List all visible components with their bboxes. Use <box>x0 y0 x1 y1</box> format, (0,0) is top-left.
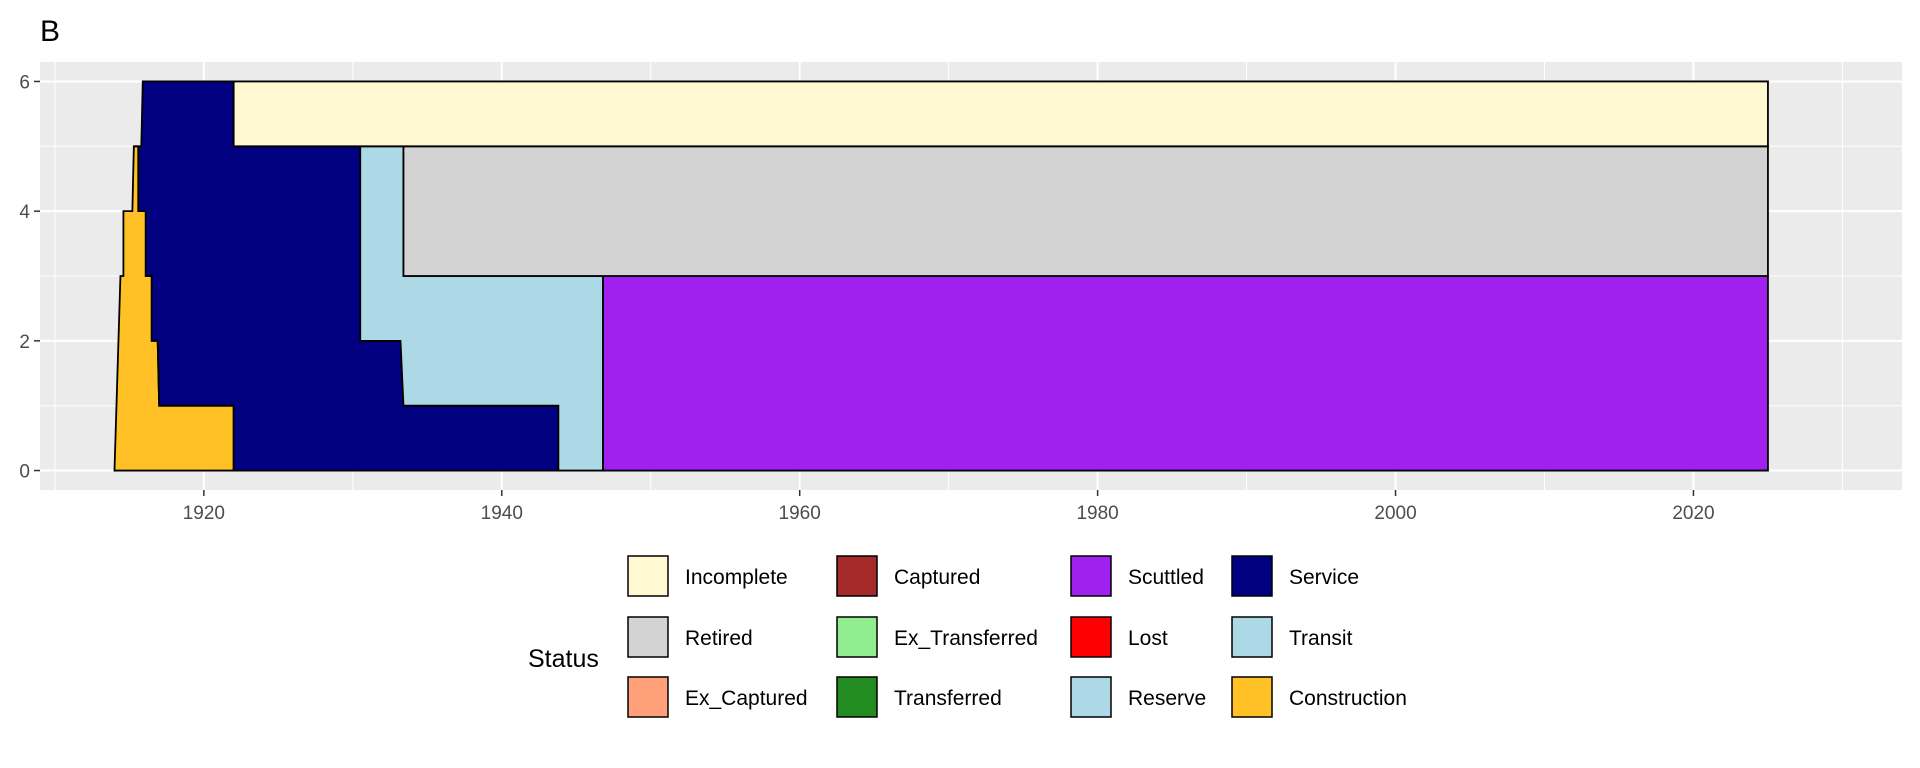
legend-label: Reserve <box>1128 687 1206 710</box>
legend-key-retired <box>627 616 669 658</box>
legend-label: Scuttled <box>1128 566 1204 589</box>
legend-label: Retired <box>685 627 753 650</box>
legend-label: Captured <box>894 566 980 589</box>
legend-title: Status <box>528 645 599 673</box>
legend-label: Ex_Captured <box>685 687 808 710</box>
legend-label: Ex_Transferred <box>894 627 1038 650</box>
y-tick-label: 6 <box>19 72 30 93</box>
legend-key-service <box>1231 555 1273 597</box>
x-tick-label: 1940 <box>481 503 523 524</box>
x-tick-label: 2020 <box>1672 503 1714 524</box>
legend-key-scuttled <box>1070 555 1112 597</box>
legend-key-lost <box>1070 616 1112 658</box>
legend-key-reserve <box>1070 676 1112 718</box>
y-axis: 0 2 4 6 <box>19 72 40 483</box>
legend-label: Construction <box>1289 687 1407 710</box>
panel-tag: B <box>40 15 60 48</box>
legend-key-captured <box>836 555 878 597</box>
y-tick-label: 4 <box>19 202 30 223</box>
y-tick-label: 2 <box>19 332 30 353</box>
legend-label: Transferred <box>894 687 1002 710</box>
series-area-incomplete <box>232 80 1769 148</box>
legend-label: Service <box>1289 566 1359 589</box>
legend-label: Transit <box>1289 627 1353 650</box>
series-area-scuttled <box>602 275 1769 472</box>
legend-label: Lost <box>1128 627 1168 650</box>
legend-key-ex-captured <box>627 676 669 718</box>
x-tick-label: 1920 <box>183 503 225 524</box>
legend-key-construction <box>1231 676 1273 718</box>
legend: Status Incomplete Retired Ex_Captured Captu… <box>528 555 1407 718</box>
legend-label: Incomplete <box>685 566 788 589</box>
series-area-retired <box>402 145 1769 277</box>
legend-key-incomplete <box>627 555 669 597</box>
legend-key-transit <box>1231 616 1273 658</box>
x-axis: 1920 1940 1960 1980 2000 2020 <box>183 490 1715 524</box>
series-layer <box>113 80 1769 472</box>
x-tick-label: 2000 <box>1374 503 1416 524</box>
legend-key-ex-transferred <box>836 616 878 658</box>
x-tick-label: 1960 <box>779 503 821 524</box>
x-tick-label: 1980 <box>1076 503 1118 524</box>
legend-key-transferred <box>836 676 878 718</box>
y-tick-label: 0 <box>19 462 30 483</box>
